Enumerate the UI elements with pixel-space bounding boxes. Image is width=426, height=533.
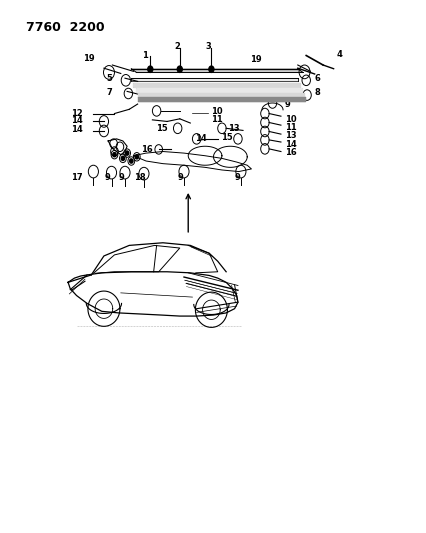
Text: 7: 7	[106, 88, 112, 97]
Polygon shape	[137, 97, 305, 101]
Text: 8: 8	[314, 88, 320, 98]
Circle shape	[147, 66, 153, 72]
Circle shape	[121, 156, 124, 160]
Text: 16: 16	[285, 148, 296, 157]
Text: 9: 9	[177, 173, 183, 182]
Text: 2: 2	[173, 42, 179, 51]
Text: 11: 11	[285, 123, 296, 132]
Polygon shape	[133, 83, 299, 87]
Text: 1: 1	[142, 51, 148, 60]
Text: 13: 13	[228, 124, 239, 133]
Circle shape	[112, 152, 116, 157]
Polygon shape	[135, 88, 301, 92]
Text: 5: 5	[106, 74, 112, 83]
Text: 9: 9	[234, 173, 239, 182]
Text: 18: 18	[134, 173, 146, 182]
Text: 7760  2200: 7760 2200	[26, 21, 104, 34]
Text: 9: 9	[105, 173, 110, 182]
Text: 19: 19	[250, 55, 262, 64]
Text: 15: 15	[221, 133, 232, 142]
Text: 4: 4	[336, 50, 342, 59]
Text: 10: 10	[211, 108, 222, 116]
Text: 16: 16	[140, 145, 152, 154]
Circle shape	[130, 159, 132, 163]
Text: 15: 15	[156, 124, 167, 133]
Text: 14: 14	[71, 116, 83, 125]
Text: 9: 9	[284, 100, 289, 109]
Circle shape	[135, 155, 138, 159]
Polygon shape	[131, 78, 297, 82]
Text: 13: 13	[285, 131, 296, 140]
Text: 14: 14	[285, 140, 296, 149]
Text: 10: 10	[285, 115, 296, 124]
Text: 14: 14	[195, 134, 207, 143]
Text: 9: 9	[118, 173, 124, 182]
Text: 14: 14	[71, 125, 83, 134]
Polygon shape	[137, 93, 303, 97]
Text: 19: 19	[83, 54, 95, 63]
Circle shape	[208, 66, 213, 72]
Circle shape	[177, 66, 182, 72]
Text: 17: 17	[71, 173, 83, 182]
Text: 6: 6	[314, 74, 320, 83]
Text: 11: 11	[211, 115, 223, 124]
Text: 12: 12	[71, 109, 83, 118]
Text: 3: 3	[205, 42, 211, 51]
Circle shape	[125, 151, 129, 155]
Polygon shape	[131, 69, 302, 72]
